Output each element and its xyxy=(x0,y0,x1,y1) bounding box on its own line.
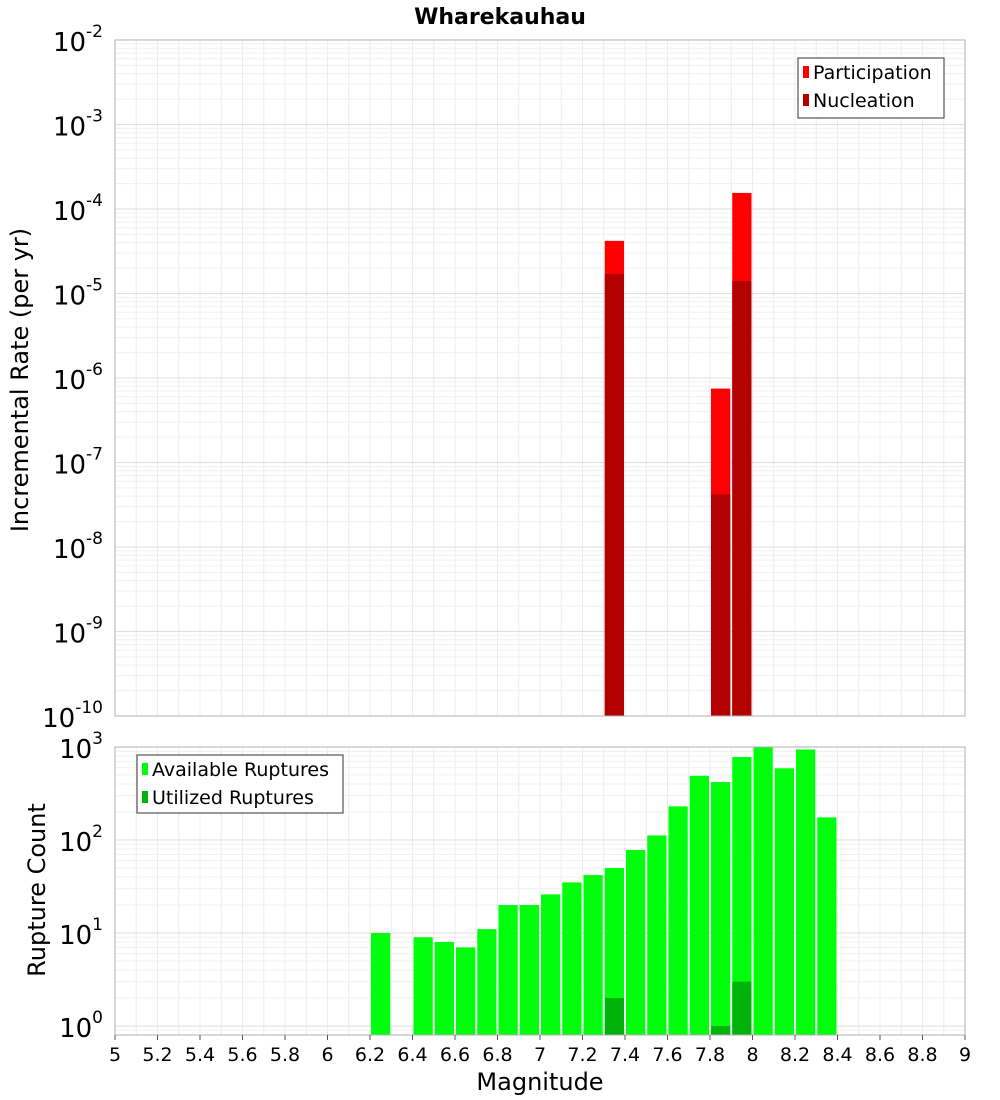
bar-available-ruptures xyxy=(434,942,454,1035)
bottom-panel: 100 101 102 103 Available Ruptures Utilized R… xyxy=(59,729,966,1044)
bar-available-ruptures xyxy=(541,894,561,1035)
legend-swatch xyxy=(803,66,809,78)
bar-available-ruptures xyxy=(753,747,773,1035)
legend: Available Ruptures Utilized Ruptures xyxy=(136,754,344,814)
top-y-axis-label: Incremental Rate (per yr) xyxy=(6,228,34,532)
y-tick-label: 10-4 xyxy=(53,191,103,227)
y-tick-label: 101 xyxy=(59,915,103,951)
bar-utilized-ruptures xyxy=(711,1025,731,1035)
bar-available-ruptures xyxy=(477,929,497,1035)
y-tick-label: 10-5 xyxy=(53,276,103,312)
x-tick-label: 7 xyxy=(534,1044,546,1066)
x-tick-label: 8.2 xyxy=(780,1044,810,1066)
bar-available-ruptures xyxy=(498,904,518,1035)
legend-label: Participation xyxy=(813,62,932,84)
x-tick-label: 8.8 xyxy=(907,1044,937,1066)
bar-nucleation xyxy=(604,274,624,716)
legend-label: Nucleation xyxy=(813,90,915,112)
y-tick-label: 102 xyxy=(59,822,103,858)
y-tick-label: 10-6 xyxy=(53,360,103,396)
x-tick-labels: 5 5.2 5.4 5.6 5.8 6 6.2 6.4 6.6 6.8 7 7.2 7.4 7.6 7.8 8… xyxy=(109,1035,971,1066)
bar-nucleation xyxy=(732,281,752,716)
bar-available-ruptures xyxy=(371,932,391,1035)
x-tick-label: 6.8 xyxy=(482,1044,512,1066)
bar-available-ruptures xyxy=(668,806,688,1035)
bottom-y-axis-label: Rupture Count xyxy=(23,803,51,977)
y-tick-label: 100 xyxy=(59,1008,103,1044)
x-tick-label: 6 xyxy=(321,1044,333,1066)
x-tick-label: 6.2 xyxy=(355,1044,385,1066)
x-tick-label: 6.6 xyxy=(440,1044,470,1066)
bar-available-ruptures xyxy=(817,817,837,1035)
bar-available-ruptures xyxy=(647,835,667,1035)
y-tick-label: 10-2 xyxy=(53,22,103,58)
x-tick-label: 5.2 xyxy=(142,1044,172,1066)
y-tick-label: 10-7 xyxy=(53,445,103,481)
chart-title: Wharekauhau xyxy=(414,5,586,30)
bar-available-ruptures xyxy=(519,904,539,1035)
legend-swatch xyxy=(142,791,148,803)
bar-available-ruptures xyxy=(711,782,731,1035)
top-panel: 10-10 10-9 10-8 10-7 10-6 10-5 10-4 10-3 10-2 Par… xyxy=(42,22,966,734)
legend-label: Available Ruptures xyxy=(152,759,329,781)
bar-nucleation xyxy=(711,494,731,716)
bar-available-ruptures xyxy=(626,850,646,1035)
bar-available-ruptures xyxy=(413,937,433,1035)
y-tick-label: 10-3 xyxy=(53,107,103,143)
bar-available-ruptures xyxy=(774,768,794,1035)
x-tick-label: 6.4 xyxy=(397,1044,427,1066)
x-axis-label: Magnitude xyxy=(476,1068,603,1096)
legend-swatch xyxy=(142,763,148,775)
y-tick-label: 10-8 xyxy=(53,529,103,565)
plot-area-border xyxy=(114,39,966,717)
x-tick-label: 5.8 xyxy=(270,1044,300,1066)
x-tick-label: 8.6 xyxy=(865,1044,895,1066)
bar-available-ruptures xyxy=(562,882,582,1035)
x-tick-label: 8 xyxy=(746,1044,758,1066)
legend: Participation Nucleation xyxy=(797,57,945,119)
y-tick-label: 103 xyxy=(59,729,103,765)
y-tick-label: 10-9 xyxy=(53,614,103,650)
legend-swatch xyxy=(803,94,809,106)
bar-available-ruptures xyxy=(583,875,603,1035)
bar-available-ruptures xyxy=(796,749,816,1035)
x-tick-label: 5.6 xyxy=(227,1044,257,1066)
bar-utilized-ruptures xyxy=(604,997,624,1035)
x-tick-label: 8.4 xyxy=(822,1044,852,1066)
legend-label: Utilized Ruptures xyxy=(152,787,314,809)
x-tick-label: 7.2 xyxy=(567,1044,597,1066)
bar-available-ruptures xyxy=(604,867,624,1035)
x-tick-label: 7.8 xyxy=(695,1044,725,1066)
x-tick-label: 9 xyxy=(959,1044,971,1066)
y-tick-label: 10-10 xyxy=(42,698,103,734)
x-tick-label: 7.4 xyxy=(610,1044,640,1066)
bar-available-ruptures xyxy=(732,757,752,1035)
x-tick-label: 5.4 xyxy=(185,1044,215,1066)
bar-available-ruptures xyxy=(456,947,476,1035)
x-tick-label: 5 xyxy=(109,1044,121,1066)
bar-utilized-ruptures xyxy=(732,981,752,1035)
x-tick-label: 7.6 xyxy=(652,1044,682,1066)
bar-available-ruptures xyxy=(689,775,709,1035)
